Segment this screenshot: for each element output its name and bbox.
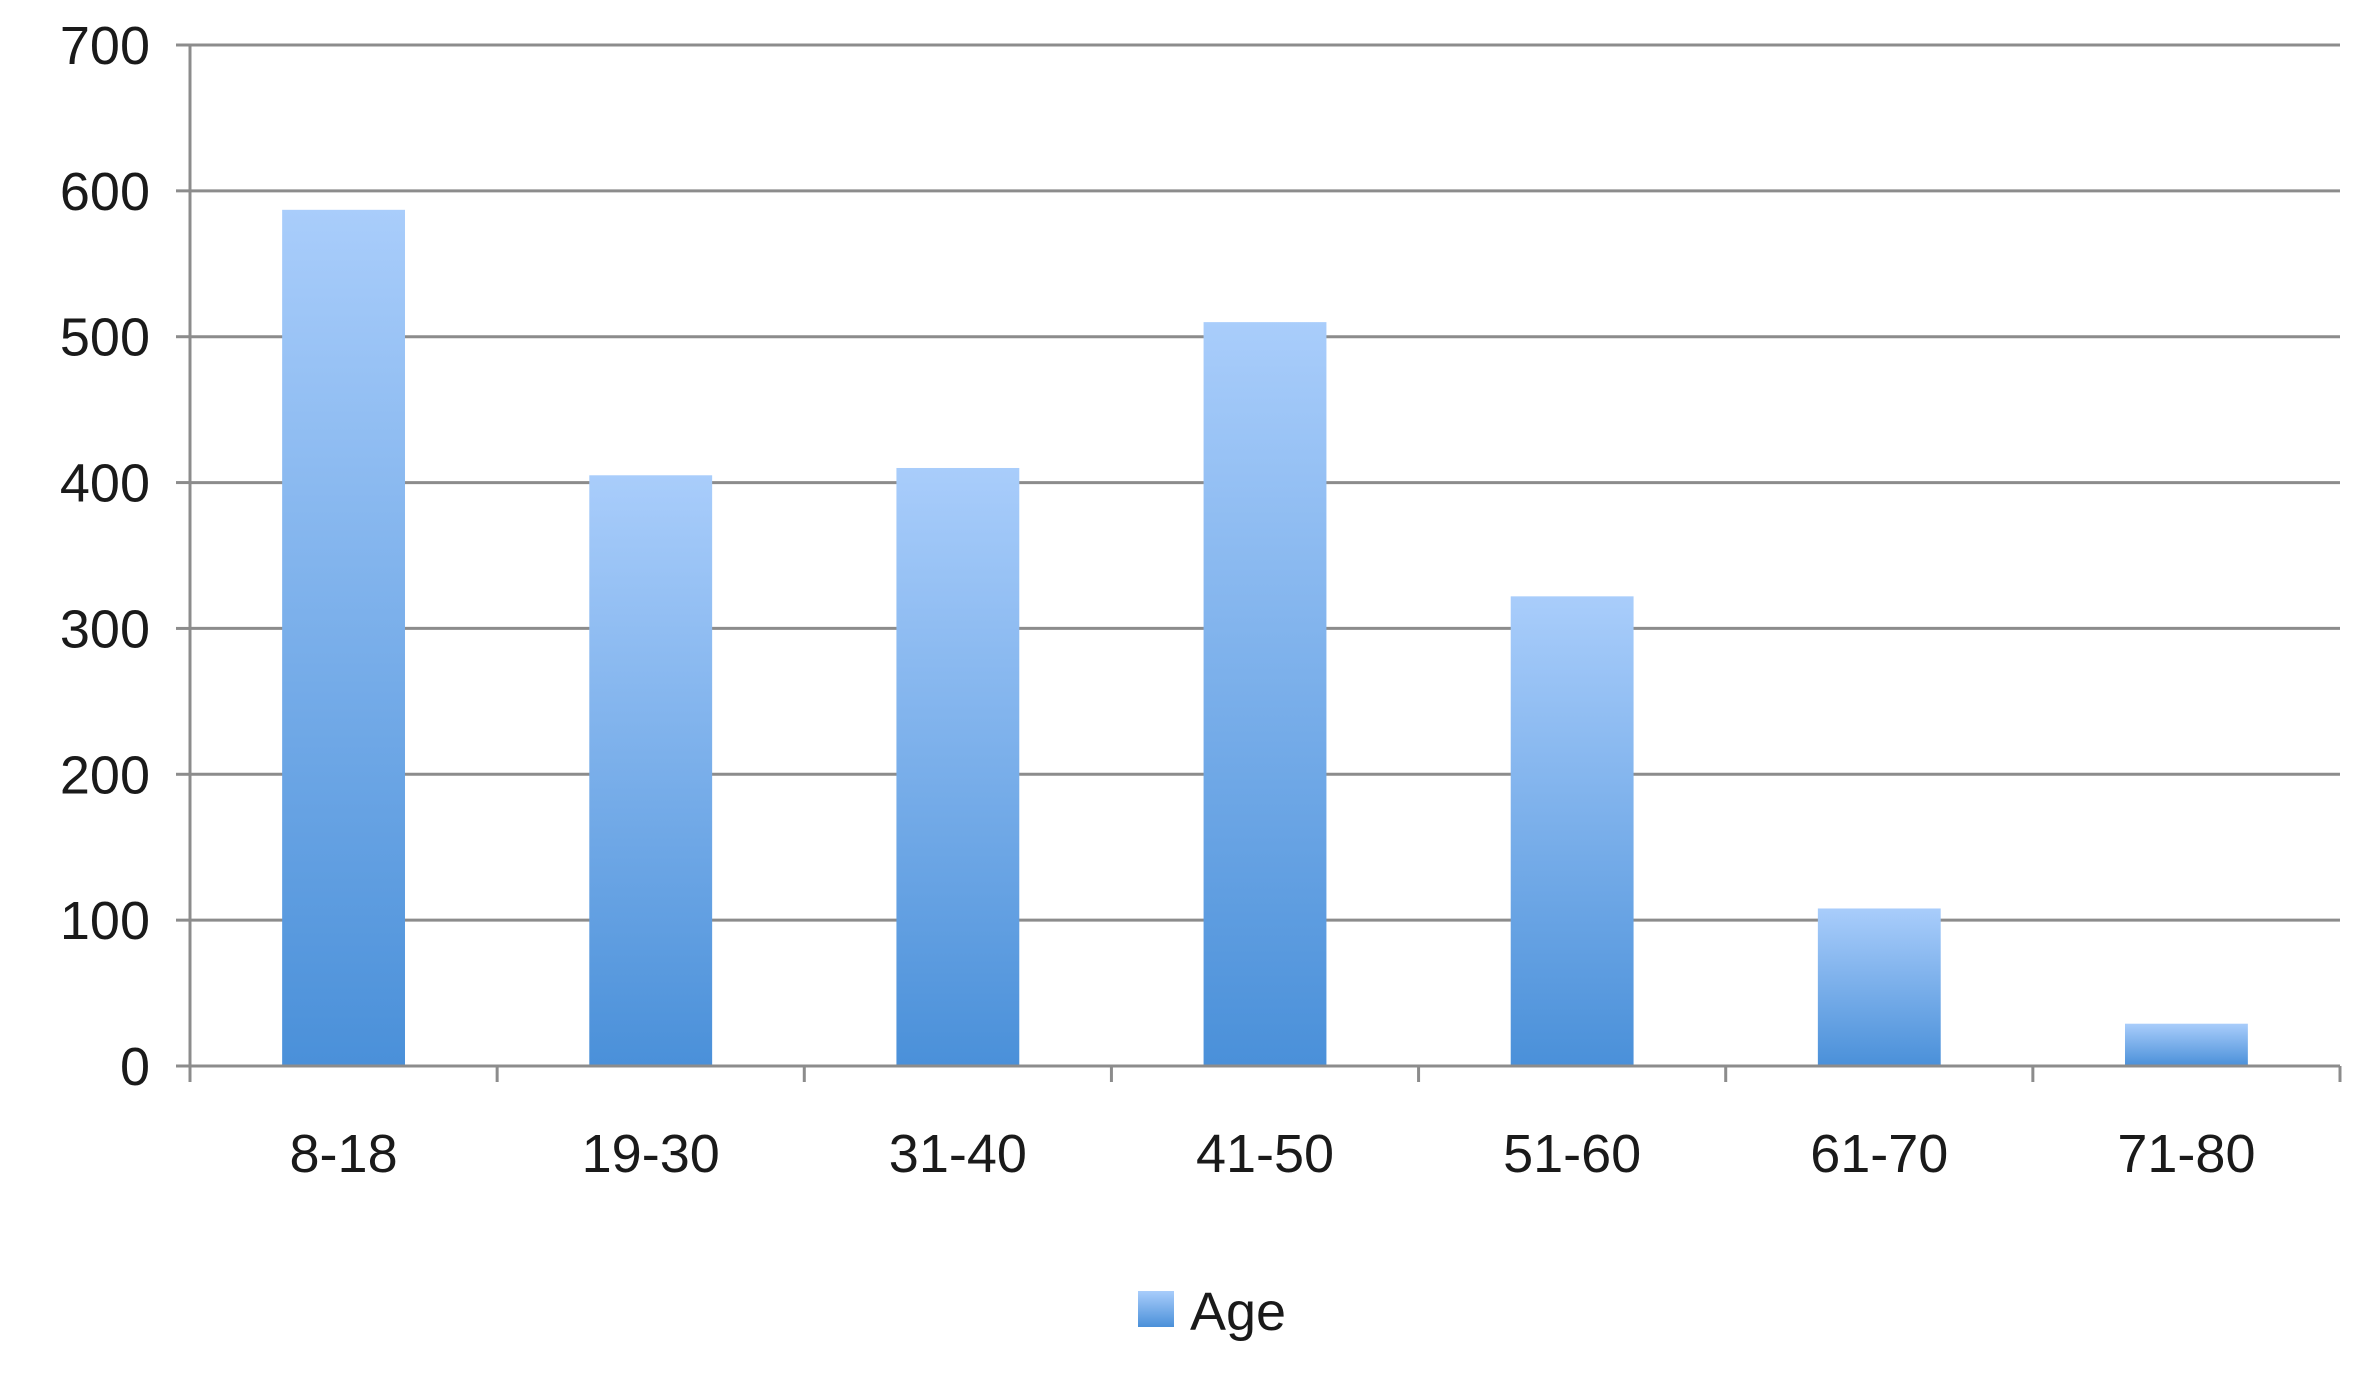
- y-tick-label: 500: [60, 308, 150, 368]
- y-tick-label: 400: [60, 454, 150, 514]
- bar-71-80: [2125, 1023, 2248, 1066]
- x-tick-label: 31-40: [889, 1124, 1027, 1184]
- y-tick-label: 600: [60, 162, 150, 222]
- x-tick-label: 8-18: [290, 1124, 398, 1184]
- x-tick-label: 71-80: [2117, 1124, 2255, 1184]
- bar-31-40: [896, 467, 1020, 1066]
- x-tick-label: 41-50: [1196, 1124, 1334, 1184]
- legend: Age: [1138, 1282, 1286, 1342]
- y-tick-label: 700: [60, 16, 150, 76]
- x-tick-label: 51-60: [1503, 1124, 1641, 1184]
- bar-61-70: [1817, 908, 1941, 1066]
- bar-41-50: [1203, 322, 1327, 1067]
- y-tick-label: 300: [60, 599, 150, 659]
- x-axis-tick-labels: 8-18 19-30 31-40 41-50 51-60 61-70 71-80: [290, 1124, 2256, 1184]
- legend-swatch: [1138, 1291, 1174, 1327]
- x-tick-label: 19-30: [582, 1124, 720, 1184]
- y-tick-label: 0: [120, 1037, 150, 1097]
- bar-51-60: [1510, 596, 1634, 1066]
- y-axis-tick-labels: 0 100 200 300 400 500 600 700: [60, 16, 150, 1097]
- axes: [176, 43, 2342, 1082]
- legend-label: Age: [1190, 1282, 1286, 1342]
- y-tick-label: 200: [60, 745, 150, 805]
- bars: [282, 209, 2248, 1067]
- bar-19-30: [589, 475, 713, 1066]
- x-tick-label: 61-70: [1810, 1124, 1948, 1184]
- y-tick-label: 100: [60, 891, 150, 951]
- bar-8-18: [282, 209, 405, 1066]
